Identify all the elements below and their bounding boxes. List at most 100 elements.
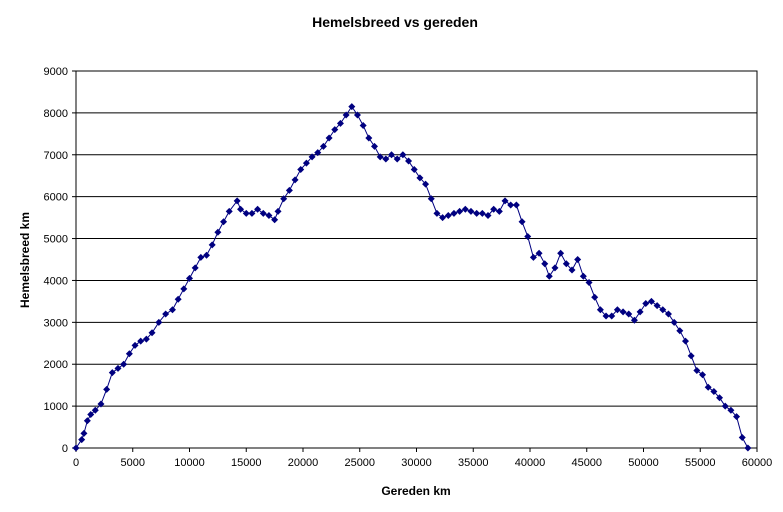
data-point xyxy=(591,293,599,301)
data-point xyxy=(744,444,752,452)
data-point xyxy=(562,260,570,268)
data-point xyxy=(87,410,95,418)
data-point xyxy=(619,308,627,316)
data-point xyxy=(653,302,661,310)
data-point xyxy=(225,207,233,215)
data-point xyxy=(125,350,133,358)
data-point xyxy=(636,308,644,316)
data-point xyxy=(376,153,384,161)
data-point xyxy=(186,274,193,282)
data-point xyxy=(131,341,139,349)
data-point xyxy=(162,310,170,318)
data-point xyxy=(220,218,228,226)
data-point xyxy=(630,316,638,324)
data-point xyxy=(142,335,150,343)
data-point xyxy=(541,260,549,268)
data-point xyxy=(664,310,672,318)
data-point xyxy=(710,387,718,395)
data-point xyxy=(704,383,712,391)
data-point xyxy=(450,209,458,217)
data-point xyxy=(512,201,520,209)
data-point xyxy=(585,279,593,287)
data-point xyxy=(78,436,86,444)
y-tick-label: 9000 xyxy=(44,66,68,78)
x-tick-label: 5000 xyxy=(121,457,145,469)
x-tick-label: 40000 xyxy=(515,457,546,469)
data-point xyxy=(602,312,610,320)
data-point xyxy=(108,369,116,377)
x-axis-label: Gereden km xyxy=(381,484,450,498)
data-point xyxy=(271,216,279,224)
data-point xyxy=(331,126,339,134)
data-point xyxy=(676,327,684,335)
data-point xyxy=(180,285,188,293)
data-point xyxy=(490,205,498,213)
x-tick-label: 20000 xyxy=(288,457,319,469)
y-tick-label: 1000 xyxy=(44,401,68,413)
data-point xyxy=(371,142,379,150)
y-tick-label: 0 xyxy=(62,443,68,455)
x-tick-label: 15000 xyxy=(231,457,262,469)
data-point xyxy=(342,111,350,119)
data-point xyxy=(613,306,621,314)
data-point xyxy=(467,207,475,215)
data-point xyxy=(393,155,401,163)
data-point xyxy=(405,157,413,165)
data-point xyxy=(444,212,452,220)
data-point xyxy=(410,165,418,173)
data-point xyxy=(399,151,407,159)
data-point xyxy=(670,318,678,326)
x-tick-label: 10000 xyxy=(174,457,205,469)
data-point xyxy=(353,111,361,119)
x-tick-label: 30000 xyxy=(401,457,432,469)
y-tick-label: 2000 xyxy=(44,359,68,371)
data-point xyxy=(416,174,424,182)
data-point xyxy=(280,195,288,203)
data-point xyxy=(197,253,205,261)
data-point xyxy=(473,209,481,217)
data-point xyxy=(427,195,435,203)
x-tick-label: 60000 xyxy=(742,457,773,469)
data-point xyxy=(693,367,701,375)
data-point xyxy=(461,205,469,213)
y-tick-label: 6000 xyxy=(44,192,68,204)
data-point xyxy=(314,149,322,157)
data-point xyxy=(103,385,111,393)
data-point xyxy=(681,337,689,345)
data-point xyxy=(716,394,724,402)
x-tick-label: 45000 xyxy=(571,457,602,469)
y-tick-label: 4000 xyxy=(44,275,68,287)
data-point xyxy=(97,400,105,408)
y-tick-label: 3000 xyxy=(44,317,68,329)
y-tick-label: 8000 xyxy=(44,108,68,120)
x-tick-label: 50000 xyxy=(628,457,659,469)
data-point xyxy=(456,207,464,215)
data-point xyxy=(687,352,695,360)
data-point xyxy=(557,249,565,257)
data-point xyxy=(733,413,741,421)
y-tick-label: 5000 xyxy=(44,234,68,246)
data-point xyxy=(80,429,88,437)
data-point xyxy=(422,180,430,188)
data-point xyxy=(579,272,587,280)
data-point xyxy=(721,402,729,410)
data-point xyxy=(114,364,122,372)
data-point xyxy=(291,176,299,184)
data-point xyxy=(738,434,746,442)
data-point xyxy=(319,142,327,150)
data-point xyxy=(214,228,222,236)
data-point xyxy=(148,329,156,337)
data-point xyxy=(325,134,333,142)
x-tick-label: 0 xyxy=(73,457,79,469)
data-point xyxy=(233,197,241,205)
data-point xyxy=(254,205,262,213)
y-axis-label: Hemelsbreed km xyxy=(18,212,32,308)
data-point xyxy=(274,207,282,215)
data-point xyxy=(659,306,667,314)
data-point xyxy=(596,306,604,314)
data-point xyxy=(265,212,273,220)
x-tick-label: 55000 xyxy=(685,457,716,469)
data-point xyxy=(285,186,293,194)
data-point xyxy=(699,371,707,379)
